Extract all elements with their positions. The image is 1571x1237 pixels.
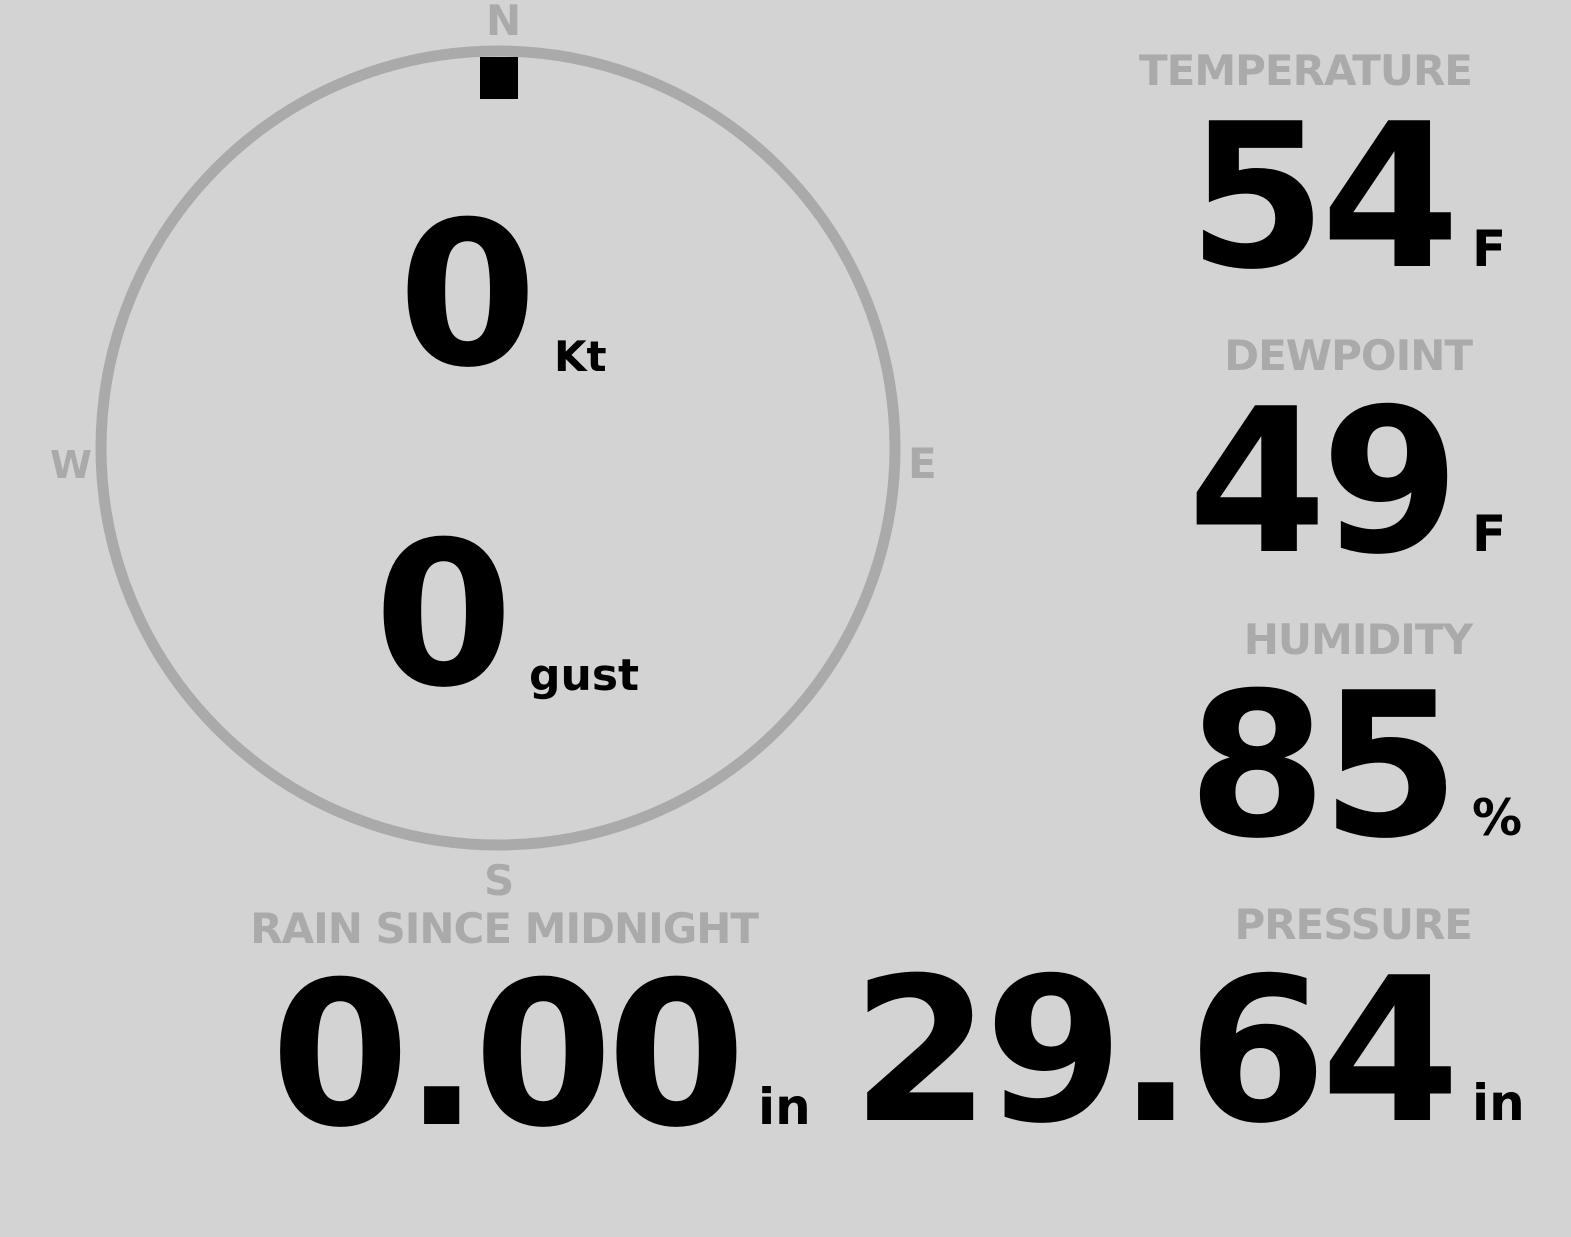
dewpoint-label: DEWPOINT	[1224, 331, 1473, 380]
wind-direction-indicator	[480, 57, 518, 99]
temperature-value: 54	[1187, 81, 1460, 314]
wind-gust-value: 0	[374, 499, 513, 732]
temperature-label: TEMPERATURE	[1139, 46, 1473, 95]
dewpoint-card: DEWPOINT 49 F	[1187, 331, 1507, 599]
dewpoint-value: 49	[1187, 366, 1460, 599]
compass-west-label: W	[50, 443, 92, 487]
rain-value: 0.00	[270, 939, 746, 1172]
wind-speed-unit: Kt	[554, 332, 607, 381]
wind-speed-value: 0	[398, 179, 537, 412]
rain-label: RAIN SINCE MIDNIGHT	[250, 904, 759, 953]
pressure-label: PRESSURE	[1234, 900, 1473, 949]
pressure-value: 29.64	[851, 935, 1460, 1168]
humidity-label: HUMIDITY	[1243, 615, 1473, 664]
humidity-value: 85	[1187, 650, 1460, 883]
wind-gust-unit: gust	[529, 650, 640, 701]
humidity-card: HUMIDITY 85%	[1187, 615, 1523, 883]
rain-card: RAIN SINCE MIDNIGHT 0.00 in	[0, 904, 810, 1172]
pressure-card: PRESSURE 29.64 in	[851, 900, 1525, 1168]
wind-compass-dial	[95, 45, 901, 851]
compass-ring	[95, 45, 901, 851]
compass-south-label: S	[484, 856, 515, 905]
compass-north-label: N	[486, 0, 522, 45]
compass-east-label: E	[908, 439, 937, 488]
temperature-card: TEMPERATURE 54 F	[1139, 46, 1507, 314]
